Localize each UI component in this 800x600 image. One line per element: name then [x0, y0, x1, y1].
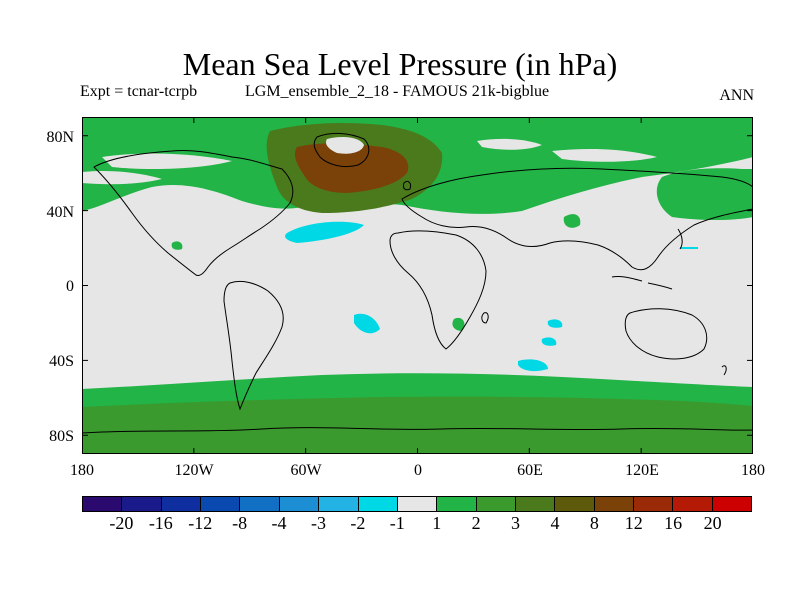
pressure-map [82, 117, 753, 454]
colorbar-label: 3 [511, 513, 521, 533]
green-patch-south-africa [452, 317, 465, 331]
colorbar-label: -16 [148, 513, 173, 533]
cyan-patch-west-pacific [680, 247, 698, 249]
lat-label-0: 0 [66, 278, 74, 295]
eurasia-coast [401, 167, 753, 271]
lon-label-180w: 180 [70, 462, 94, 479]
uk-coast [403, 180, 411, 191]
colorbar-label: -1 [389, 513, 405, 533]
colorbar-swatch [83, 497, 123, 511]
colorbar-label: -2 [350, 513, 366, 533]
season-label: ANN [719, 87, 754, 104]
colorbar-swatch [712, 497, 752, 511]
africa-coast [389, 230, 487, 350]
chart-title: Mean Sea Level Pressure (in hPa) [182, 46, 618, 82]
lon-label-60w: 60W [290, 462, 322, 479]
cyan-patch-north-atlantic [285, 221, 364, 243]
northern-light-patch-5 [82, 170, 162, 185]
colorbar-label: 16 [664, 513, 683, 533]
lon-label-180e: 180 [741, 462, 765, 479]
japan-coast [677, 228, 683, 250]
colorbar-swatch [240, 497, 280, 511]
map-canvas [82, 117, 753, 454]
colorbar-label: 1 [432, 513, 442, 533]
colorbar-swatch [279, 497, 320, 511]
colorbar-swatch [437, 497, 477, 511]
experiment-label: Expt = tcnar-tcrpb [80, 83, 198, 100]
colorbar-swatch [555, 497, 595, 511]
north-atlantic-light-hole [326, 137, 364, 154]
lon-label-120e: 120E [625, 462, 659, 479]
cyan-patch-southern-ocean [518, 359, 548, 372]
green-patch-east-pacific [171, 241, 183, 250]
colorbar-swatch [161, 497, 202, 511]
colorbar-label: -12 [188, 513, 213, 533]
colorbar-swatch [594, 497, 635, 511]
lon-label-0: 0 [414, 462, 422, 479]
south-america-coast [223, 280, 284, 411]
greenland-coast [313, 132, 370, 168]
new-zealand-coast [721, 365, 727, 376]
colorbar-label: 20 [703, 513, 722, 533]
colorbar-label: -20 [109, 513, 134, 533]
northern-light-patch-2 [477, 138, 542, 150]
colorbar-label: -3 [310, 513, 326, 533]
lat-label-80n: 80N [46, 129, 74, 146]
north-america-coast [93, 150, 294, 276]
colorbar-label: 2 [471, 513, 481, 533]
north-atlantic-brown [294, 143, 409, 193]
colorbar-swatch [673, 497, 713, 511]
cyan-patch-indian-ocean-1 [547, 319, 563, 328]
pacific-green-patch [656, 168, 753, 220]
colorbar-label: 4 [550, 513, 560, 533]
coastlines [82, 132, 753, 434]
lat-label-40s: 40S [49, 353, 74, 370]
indonesia-coast [611, 276, 673, 290]
australia-coast [624, 308, 708, 360]
colorbar-swatch [201, 497, 241, 511]
colorbar-swatch [634, 497, 674, 511]
lon-label-120w: 120W [174, 462, 214, 479]
northern-light-patch-4 [102, 153, 232, 169]
lat-label-80s: 80S [49, 428, 74, 445]
colorbar-label: 12 [624, 513, 643, 533]
colorbar-swatch [122, 497, 162, 511]
lat-label-40n: 40N [46, 204, 74, 221]
colorbar-swatch [476, 497, 516, 511]
northern-light-patch-3 [552, 149, 657, 162]
colorbar-label: 8 [589, 513, 599, 533]
madagascar-coast [481, 312, 489, 324]
colorbar-label: -4 [271, 513, 287, 533]
colorbar-swatch [515, 497, 556, 511]
colorbar [82, 496, 752, 512]
colorbar-swatch [397, 497, 438, 511]
colorbar-swatch [358, 497, 398, 511]
colorbar-label: -8 [232, 513, 248, 533]
cyan-patch-indian-ocean-2 [541, 337, 557, 346]
lon-label-60e: 60E [517, 462, 543, 479]
map-ticks [82, 117, 753, 454]
antarctica-coast [82, 427, 753, 434]
colorbar-swatch [319, 497, 359, 511]
cyan-patch-south-atlantic [354, 313, 380, 334]
ensemble-label: LGM_ensemble_2_18 - FAMOUS 21k-bigblue [245, 83, 550, 100]
green-patch-central-asia [563, 214, 581, 228]
southern-dark-band [82, 396, 753, 454]
